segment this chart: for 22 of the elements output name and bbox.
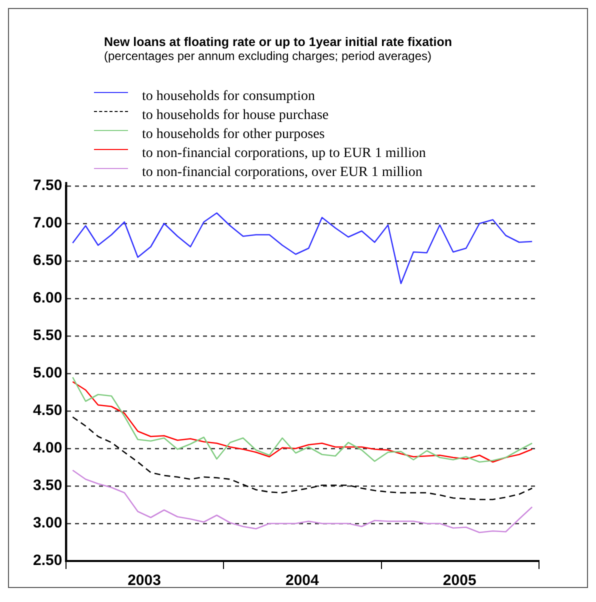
y-tick-label: 5.50	[32, 327, 62, 344]
legend-label: to non-financial corporations, up to EUR 1 million	[142, 145, 426, 163]
y-tick-label: 2.50	[32, 552, 62, 570]
legend-label: to non-financial corporations, over EUR 1 million	[142, 164, 422, 182]
x-tick-label: 2003	[128, 572, 161, 590]
y-tick-label: 4.50	[32, 402, 62, 420]
legend-label: to households for other purposes	[142, 126, 325, 144]
line-series	[72, 416, 533, 500]
legend-label: to households for house purchase	[142, 107, 329, 125]
y-tick-label: 3.00	[32, 514, 62, 532]
chart-title: New loans at floating rate or up to 1year initial rate fixation	[104, 35, 452, 49]
y-tick-label: 6.00	[32, 290, 62, 307]
y-tick-label: 6.50	[32, 252, 62, 270]
x-tick-label: 2004	[285, 572, 320, 590]
y-tick-label: 7.50	[32, 177, 62, 194]
x-tick-label: 2005	[442, 572, 476, 590]
y-tick-label: 5.00	[32, 364, 62, 382]
y-tick-label: 3.50	[32, 477, 62, 494]
legend-label: to households for consumption	[142, 88, 316, 106]
chart-subtitle: (percentages per annum excluding charges; period averages)	[104, 49, 433, 63]
y-tick-label: 4.00	[32, 440, 62, 457]
y-tick-label: 7.00	[32, 214, 62, 232]
